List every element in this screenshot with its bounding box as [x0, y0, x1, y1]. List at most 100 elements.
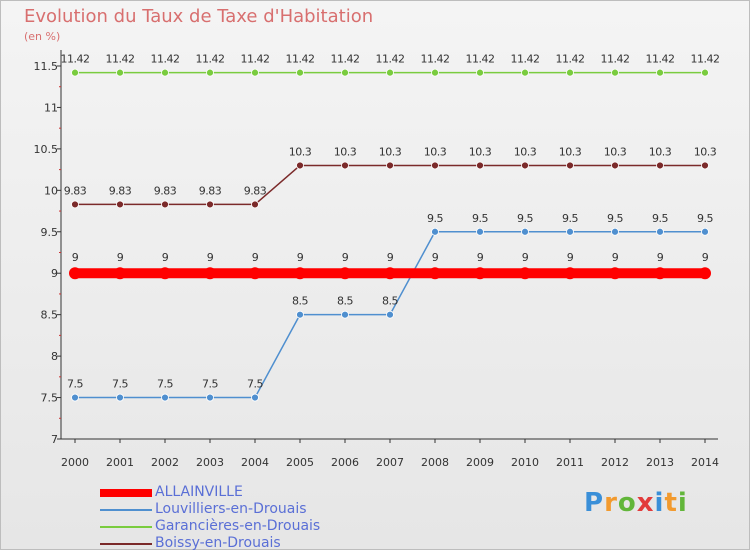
data-point: [656, 161, 664, 170]
logo-letter: t: [664, 488, 678, 518]
y-tick-label: 7.5: [41, 392, 59, 405]
data-label: 11.42: [286, 53, 315, 66]
logo-letter: i: [677, 488, 688, 518]
data-point: [249, 267, 261, 280]
data-label: 10.3: [649, 145, 672, 158]
legend-swatch: [100, 489, 152, 497]
data-label: 10.3: [559, 145, 582, 158]
logo-letter: i: [654, 488, 665, 518]
x-tick-label: 2008: [421, 456, 449, 469]
data-label: 11.42: [646, 53, 675, 66]
data-label: 9.83: [244, 184, 267, 197]
data-point: [71, 393, 79, 402]
x-tick-label: 2009: [466, 456, 494, 469]
data-point: [159, 267, 171, 280]
data-point: [386, 161, 394, 170]
data-point: [251, 68, 259, 77]
y-tick-label: 10: [44, 184, 58, 197]
x-tick-label: 2012: [601, 456, 629, 469]
data-point: [114, 267, 126, 280]
data-label: 9: [567, 251, 574, 264]
proxiti-logo: Proxiti: [584, 488, 688, 518]
data-point: [341, 310, 349, 319]
y-tick-label: 8: [51, 350, 58, 363]
data-label: 8.5: [337, 295, 353, 308]
data-point: [611, 227, 619, 236]
logo-letter: o: [617, 488, 637, 518]
data-point: [206, 393, 214, 402]
data-point: [296, 68, 304, 77]
data-label: 11.42: [556, 53, 585, 66]
data-point: [116, 200, 124, 209]
x-tick-label: 2001: [106, 456, 134, 469]
data-label: 11.42: [466, 53, 495, 66]
data-label: 7.5: [247, 378, 263, 391]
data-point: [204, 267, 216, 280]
data-label: 10.3: [604, 145, 627, 158]
data-label: 9: [612, 251, 619, 264]
data-point: [519, 267, 531, 280]
data-point: [611, 161, 619, 170]
data-label: 10.3: [469, 145, 492, 158]
data-label: 9: [162, 251, 169, 264]
legend-label: Boissy-en-Drouais: [155, 535, 281, 551]
data-point: [566, 68, 574, 77]
data-label: 11.42: [691, 53, 720, 66]
data-label: 11.42: [331, 53, 360, 66]
data-point: [339, 267, 351, 280]
data-point: [386, 68, 394, 77]
data-label: 9.83: [64, 184, 87, 197]
data-label: 9.5: [562, 212, 578, 225]
data-point: [429, 267, 441, 280]
data-label: 11.42: [376, 53, 405, 66]
data-point: [474, 267, 486, 280]
x-tick-label: 2006: [331, 456, 359, 469]
data-label: 9: [207, 251, 214, 264]
data-point: [656, 68, 664, 77]
data-point: [654, 267, 666, 280]
legend-label: ALLAINVILLE: [155, 484, 243, 500]
data-label: 10.3: [334, 145, 357, 158]
data-label: 9: [387, 251, 394, 264]
data-label: 11.42: [106, 53, 135, 66]
x-tick-label: 2004: [241, 456, 269, 469]
data-label: 11.42: [61, 53, 90, 66]
data-label: 7.5: [157, 378, 173, 391]
y-axis-unit: (en %): [24, 30, 61, 43]
data-point: [161, 393, 169, 402]
data-point: [566, 161, 574, 170]
data-label: 9: [522, 251, 529, 264]
y-tick-label: 10.5: [34, 143, 59, 156]
legend-swatch: [100, 526, 152, 528]
legend-swatch: [100, 509, 152, 511]
data-label: 9.5: [517, 212, 533, 225]
data-point: [161, 68, 169, 77]
data-label: 9: [342, 251, 349, 264]
data-point: [431, 227, 439, 236]
data-label: 9.5: [652, 212, 668, 225]
data-point: [699, 267, 711, 280]
data-label: 9: [252, 251, 259, 264]
data-point: [206, 200, 214, 209]
logo-letter: r: [604, 488, 618, 518]
data-point: [564, 267, 576, 280]
data-label: 11.42: [511, 53, 540, 66]
data-point: [296, 310, 304, 319]
data-label: 8.5: [382, 295, 398, 308]
data-point: [71, 200, 79, 209]
data-label: 9.5: [427, 212, 443, 225]
chart-title: Evolution du Taux de Taxe d'Habitation: [24, 6, 374, 27]
data-point: [656, 227, 664, 236]
data-label: 9.83: [199, 184, 222, 197]
data-label: 10.3: [379, 145, 402, 158]
data-point: [431, 68, 439, 77]
data-point: [384, 267, 396, 280]
y-tick-label: 11.5: [34, 60, 59, 73]
data-point: [476, 68, 484, 77]
data-point: [296, 161, 304, 170]
data-label: 7.5: [112, 378, 128, 391]
y-tick-label: 11: [44, 101, 58, 114]
data-point: [71, 68, 79, 77]
x-tick-label: 2010: [511, 456, 539, 469]
